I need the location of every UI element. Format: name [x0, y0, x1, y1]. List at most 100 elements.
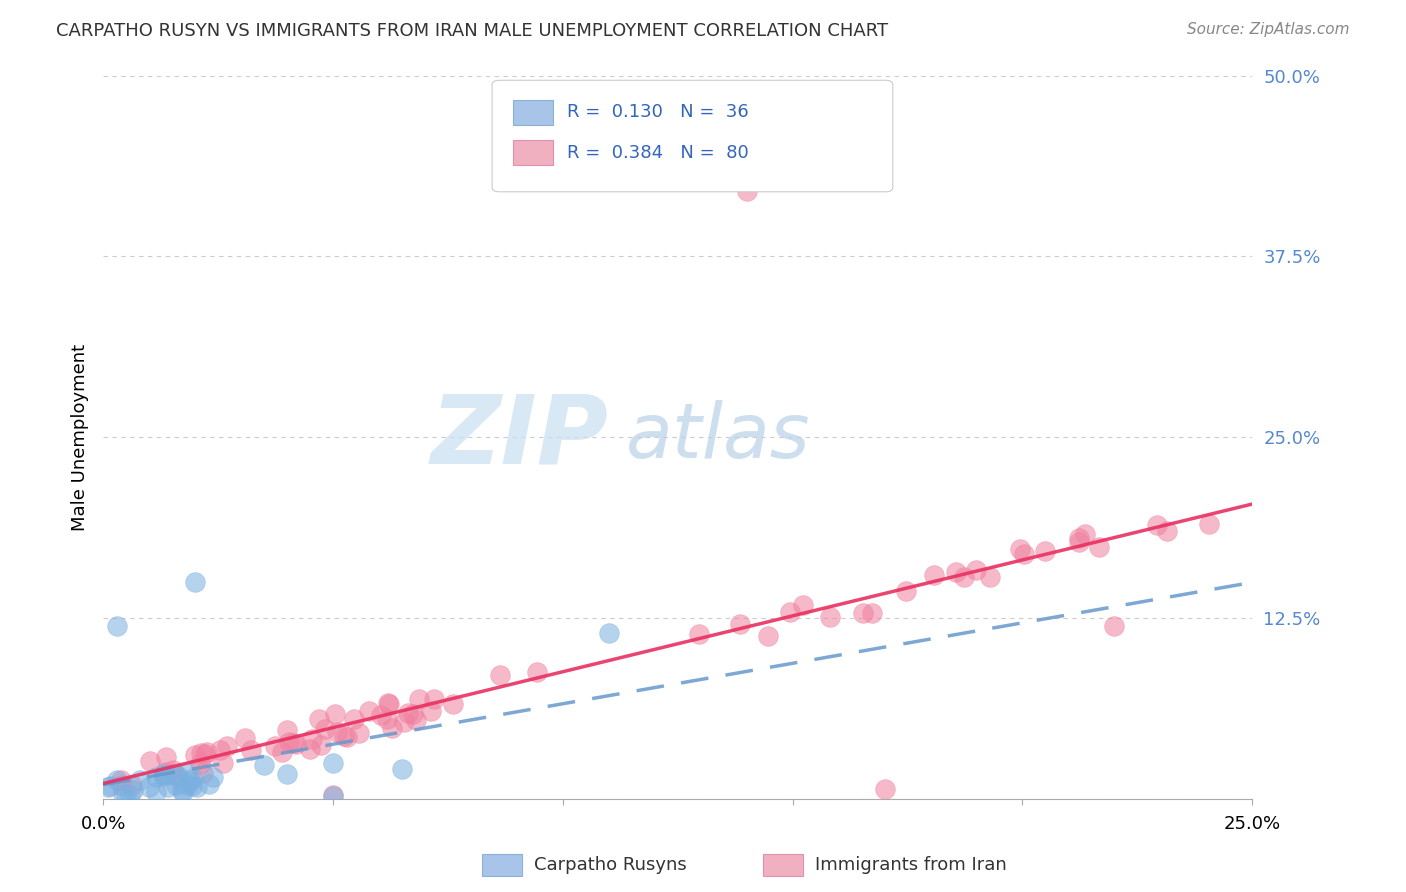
Point: [378, 698, 401, 712]
Point: [153, 770, 176, 784]
Point: [526, 665, 548, 680]
Point: [165, 768, 187, 782]
Point: [176, 778, 198, 792]
Point: [145, 785, 167, 799]
Text: R =  0.384   N =  80: R = 0.384 N = 80: [567, 144, 748, 161]
Point: [138, 780, 160, 794]
Point: [370, 708, 392, 723]
Point: [184, 575, 207, 590]
Point: [377, 696, 399, 710]
Point: [322, 788, 344, 802]
Text: 25.0%: 25.0%: [1223, 815, 1281, 833]
Point: [281, 736, 304, 750]
Point: [253, 757, 276, 772]
Point: [965, 563, 987, 577]
Point: [792, 599, 814, 613]
Point: [779, 605, 801, 619]
Text: Carpatho Rusyns: Carpatho Rusyns: [534, 856, 688, 874]
Point: [336, 731, 359, 745]
Point: [155, 750, 177, 764]
Point: [818, 610, 841, 624]
Point: [276, 767, 298, 781]
Point: [201, 770, 224, 784]
Point: [121, 778, 143, 792]
Point: [688, 626, 710, 640]
Point: [322, 789, 344, 804]
Point: [299, 742, 322, 756]
Point: [896, 584, 918, 599]
Point: [420, 704, 443, 718]
Y-axis label: Male Unemployment: Male Unemployment: [72, 343, 89, 531]
Point: [347, 725, 370, 739]
Text: atlas: atlas: [626, 401, 810, 475]
Text: ZIP: ZIP: [430, 391, 609, 483]
Point: [105, 618, 128, 632]
Point: [110, 772, 132, 787]
Point: [198, 777, 221, 791]
Point: [233, 731, 256, 746]
Point: [488, 667, 510, 681]
Point: [1074, 527, 1097, 541]
Point: [851, 607, 873, 621]
Point: [264, 739, 287, 753]
Text: CARPATHO RUSYN VS IMMIGRANTS FROM IRAN MALE UNEMPLOYMENT CORRELATION CHART: CARPATHO RUSYN VS IMMIGRANTS FROM IRAN M…: [56, 22, 889, 40]
Point: [276, 723, 298, 738]
Point: [180, 779, 202, 793]
Point: [188, 756, 211, 771]
Text: Immigrants from Iran: Immigrants from Iran: [815, 856, 1007, 874]
Point: [422, 692, 444, 706]
Point: [153, 766, 176, 780]
Point: [1067, 531, 1090, 545]
Point: [139, 754, 162, 768]
Point: [756, 628, 779, 642]
Point: [115, 788, 138, 802]
Point: [186, 780, 208, 795]
Point: [979, 570, 1001, 584]
Point: [98, 779, 121, 793]
Point: [129, 772, 152, 787]
Point: [97, 780, 120, 794]
Point: [322, 756, 344, 770]
Point: [165, 778, 187, 792]
Point: [285, 738, 308, 752]
Point: [1156, 524, 1178, 538]
Point: [179, 773, 201, 788]
Point: [301, 731, 323, 746]
Point: [172, 784, 194, 798]
Point: [118, 788, 141, 802]
Point: [1104, 618, 1126, 632]
Point: [1010, 542, 1032, 557]
Point: [728, 616, 751, 631]
Point: [873, 782, 896, 797]
Point: [1012, 547, 1035, 561]
Point: [333, 729, 356, 743]
Point: [277, 735, 299, 749]
Point: [209, 743, 232, 757]
Point: [1088, 541, 1111, 555]
Point: [598, 625, 620, 640]
Point: [401, 706, 423, 721]
Point: [357, 704, 380, 718]
Text: Source: ZipAtlas.com: Source: ZipAtlas.com: [1187, 22, 1350, 37]
Point: [166, 769, 188, 783]
Point: [156, 780, 179, 794]
Point: [314, 722, 336, 736]
Point: [391, 763, 413, 777]
Point: [326, 725, 349, 739]
Point: [152, 767, 174, 781]
Point: [343, 712, 366, 726]
Point: [922, 568, 945, 582]
Point: [311, 738, 333, 752]
Point: [153, 764, 176, 779]
Point: [190, 747, 212, 761]
Point: [953, 570, 976, 584]
Point: [860, 606, 883, 620]
Point: [212, 756, 235, 771]
Text: 0.0%: 0.0%: [80, 815, 125, 833]
Point: [392, 714, 415, 729]
Point: [271, 745, 294, 759]
Point: [167, 771, 190, 785]
Point: [240, 743, 263, 757]
Point: [110, 779, 132, 793]
Point: [735, 184, 758, 198]
